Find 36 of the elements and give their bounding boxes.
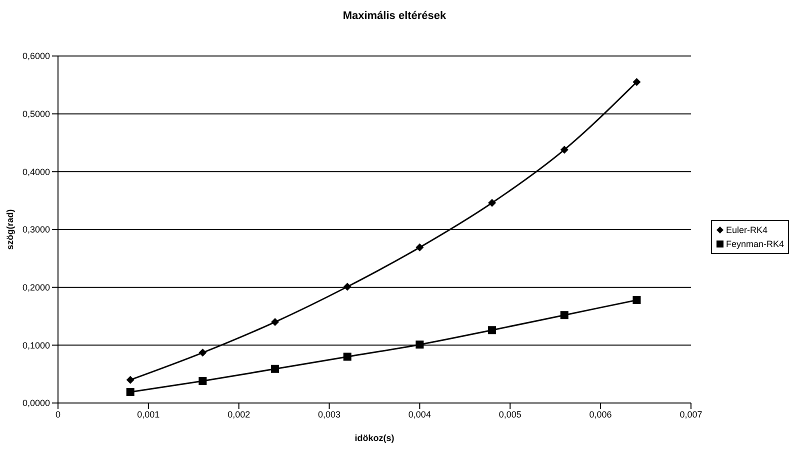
x-tick-label: 0,001 xyxy=(137,409,160,420)
x-tick-label: 0,005 xyxy=(498,409,522,420)
point xyxy=(126,388,134,396)
x-tick-label: 0,002 xyxy=(228,409,250,420)
point xyxy=(126,376,134,384)
point xyxy=(343,352,352,361)
y-tick-label: 0,3000 xyxy=(22,224,50,235)
x-tick-label: 0,003 xyxy=(318,409,341,420)
legend-label: Feynman-RK4 xyxy=(726,238,784,250)
point xyxy=(416,340,424,349)
chart-title: Maximális eltérések xyxy=(342,10,448,22)
x-tick-label: 0,004 xyxy=(408,409,431,420)
x-axis-title: idökoz(s) xyxy=(354,433,394,443)
point xyxy=(198,377,207,386)
point xyxy=(343,282,352,291)
y-tick-label: 0,0000 xyxy=(22,398,50,408)
x-tick-label: 0,007 xyxy=(680,409,702,420)
point xyxy=(271,364,280,373)
point xyxy=(488,326,496,334)
y-tick-label: 0,5000 xyxy=(22,109,50,120)
y-axis-title: szög(rad) xyxy=(5,209,16,250)
point xyxy=(632,296,641,304)
legend-label: Euler-RK4 xyxy=(726,224,768,236)
point xyxy=(271,318,280,326)
x-tick-label: 0,006 xyxy=(589,409,612,420)
point xyxy=(632,78,641,86)
y-tick-label: 0,4000 xyxy=(22,166,50,177)
x-tick-label: 0 xyxy=(55,409,61,420)
point xyxy=(488,198,496,207)
y-tick-label: 0,6000 xyxy=(22,51,50,62)
point xyxy=(560,311,568,320)
point xyxy=(416,243,424,252)
point xyxy=(198,348,207,357)
y-tick-label: 0,2000 xyxy=(22,282,50,293)
point xyxy=(560,146,568,154)
y-tick-label: 0,1000 xyxy=(22,340,50,350)
